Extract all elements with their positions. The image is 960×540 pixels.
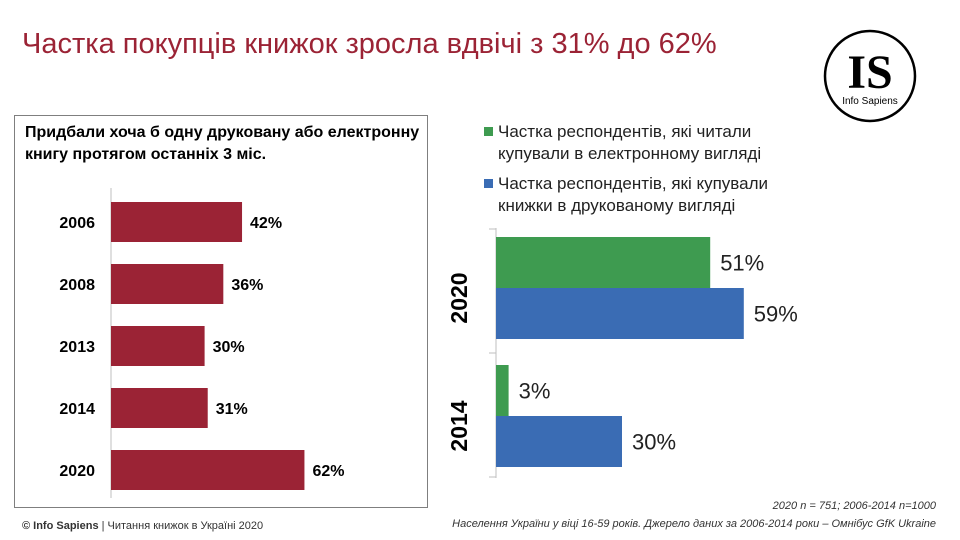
left-value-label: 62% xyxy=(312,463,344,480)
legend-label-printed: Частка респондентів, які купували книжки… xyxy=(498,174,769,215)
info-sapiens-logo: IS Info Sapiens xyxy=(823,29,917,123)
legend-label-electronic: Частка респондентів, які читали купували… xyxy=(498,122,762,163)
right-bar-2014-series-0 xyxy=(496,365,509,416)
left-value-label: 42% xyxy=(250,215,282,232)
left-bar-2013 xyxy=(111,326,205,366)
right-category-label: 2014 xyxy=(446,400,472,451)
left-category-label: 2014 xyxy=(59,401,95,418)
left-category-label: 2013 xyxy=(59,339,95,356)
copyright: © Info Sapiens | Читання книжок в Україн… xyxy=(22,520,263,532)
right-category-label: 2020 xyxy=(446,272,472,323)
copyright-brand: © Info Sapiens xyxy=(22,520,99,532)
left-bar-chart: 2006 42% 2008 36% 2013 30% 2014 31% 2020 62% xyxy=(59,188,344,498)
legend-item-electronic: Частка респондентів, які читали купували… xyxy=(484,121,824,165)
legend-item-printed: Частка респондентів, які купували книжки… xyxy=(484,173,824,217)
logo-caption: Info Sapiens xyxy=(842,96,898,107)
left-value-label: 31% xyxy=(216,401,248,418)
right-value-label: 51% xyxy=(720,251,764,276)
footnote-sample: 2020 n = 751; 2006-2014 n=1000 xyxy=(772,500,936,512)
right-bar-chart: 2020 51% 59% 2014 3% 30% xyxy=(446,228,798,478)
left-value-label: 30% xyxy=(213,339,245,356)
left-bar-2006 xyxy=(111,202,243,242)
left-bar-2014 xyxy=(111,388,208,428)
legend-swatch-electronic xyxy=(484,127,493,136)
left-category-label: 2006 xyxy=(59,215,95,232)
legend: Частка респондентів, які читали купували… xyxy=(484,121,824,225)
right-bar-2020-series-0 xyxy=(496,237,711,288)
right-value-label: 59% xyxy=(754,302,798,327)
right-value-label: 3% xyxy=(519,379,551,404)
left-category-label: 2020 xyxy=(59,463,95,480)
page-title: Частка покупців книжок зросла вдвічі з 3… xyxy=(22,28,717,60)
legend-swatch-printed xyxy=(484,179,493,188)
left-chart-panel: Придбали хоча б одну друковану або елект… xyxy=(14,115,428,508)
left-bar-2020 xyxy=(111,450,305,490)
right-bar-2014-series-1 xyxy=(496,416,622,467)
footnote-source: Населення України у віці 16-59 років. Дж… xyxy=(452,518,936,530)
left-bar-2008 xyxy=(111,264,224,304)
logo-text: IS xyxy=(847,46,892,99)
copyright-text: | Читання книжок в Україні 2020 xyxy=(98,520,264,532)
left-category-label: 2008 xyxy=(59,277,95,294)
right-value-label: 30% xyxy=(632,430,676,455)
left-value-label: 36% xyxy=(231,277,263,294)
right-bar-2020-series-1 xyxy=(496,288,744,339)
left-chart-title: Придбали хоча б одну друковану або елект… xyxy=(25,124,420,163)
